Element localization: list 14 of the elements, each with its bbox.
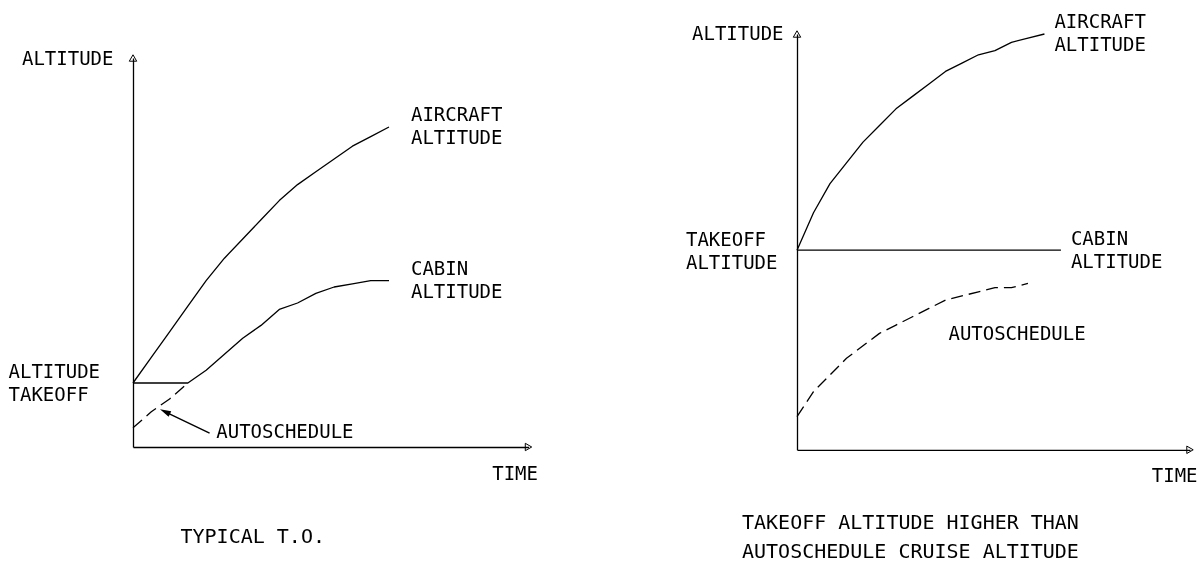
series-label: CABIN ALTITUDE bbox=[1070, 226, 1163, 272]
series-label: AUTOSCHEDULE bbox=[948, 321, 1086, 344]
series-label: AIRCRAFT ALTITUDE bbox=[410, 103, 502, 149]
text: TYPICAL T.O. bbox=[180, 524, 325, 548]
text: ALTITUDE TAKEOFF bbox=[8, 360, 100, 406]
series-label: AIRCRAFT ALTITUDE bbox=[1054, 10, 1146, 56]
text: TAKEOFF ALTITUDE bbox=[686, 227, 778, 273]
y-axis-title: ALTITUDE bbox=[21, 46, 113, 69]
x-axis-title: TIME bbox=[491, 461, 538, 484]
y-axis-title: ALTITUDE bbox=[692, 22, 784, 45]
x-axis-title: TIME bbox=[1151, 463, 1198, 486]
text: TAKEOFF ALTITUDE HIGHER THAN AUTOSCHEDULE CRUISE ALTITUDE bbox=[742, 509, 1079, 563]
series-label: CABIN ALTITUDE bbox=[410, 257, 502, 303]
legend-label: AUTOSCHEDULE bbox=[215, 419, 354, 442]
